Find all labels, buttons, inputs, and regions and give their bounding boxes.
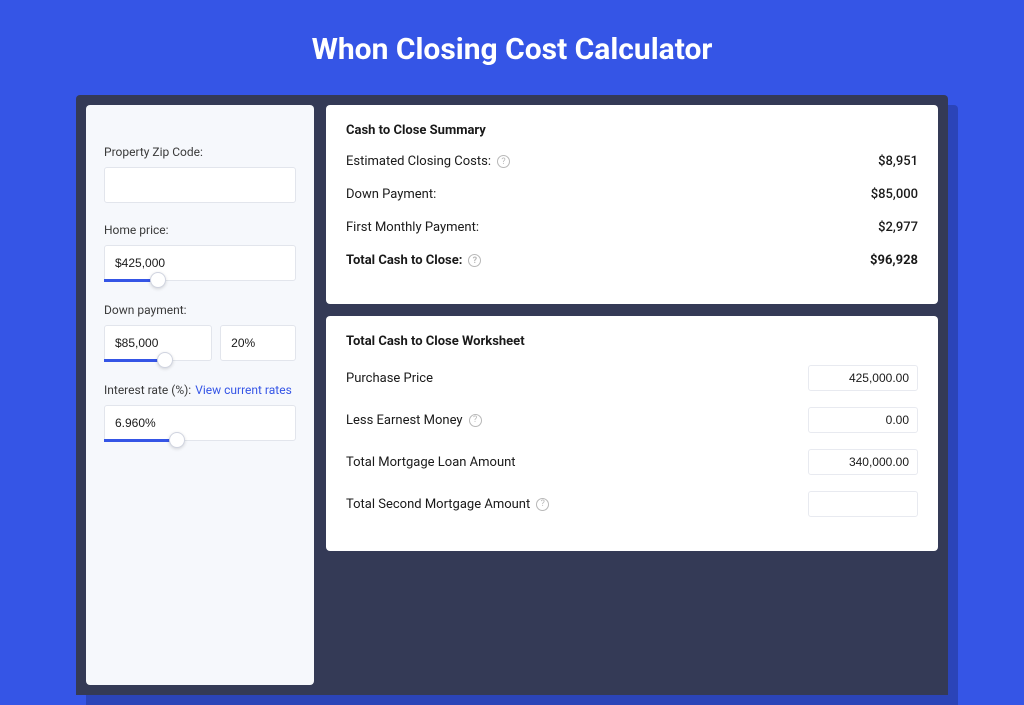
summary-rows: Estimated Closing Costs:? $8,951 Down Paym… xyxy=(346,154,918,268)
summary-label: First Monthly Payment: xyxy=(346,220,479,235)
summary-row: Down Payment: $85,000 xyxy=(346,187,918,202)
down-payment-slider-thumb[interactable] xyxy=(157,352,173,368)
worksheet-label-text: Purchase Price xyxy=(346,371,433,386)
worksheet-label-text: Less Earnest Money xyxy=(346,413,463,428)
home-price-input[interactable] xyxy=(104,245,296,281)
worksheet-value-input[interactable] xyxy=(808,449,918,475)
down-payment-field-group: Down payment: xyxy=(104,303,296,363)
help-icon[interactable]: ? xyxy=(468,254,481,267)
summary-label: Down Payment: xyxy=(346,187,436,202)
worksheet-title: Total Cash to Close Worksheet xyxy=(346,334,918,349)
calculator-card: Property Zip Code: Home price: Down paym xyxy=(76,95,948,695)
summary-label-text: Down Payment: xyxy=(346,187,436,202)
home-price-slider[interactable] xyxy=(104,279,296,283)
worksheet-value-input[interactable] xyxy=(808,491,918,517)
interest-slider[interactable] xyxy=(104,439,296,443)
home-price-label: Home price: xyxy=(104,223,296,237)
home-price-slider-thumb[interactable] xyxy=(150,272,166,288)
interest-label: Interest rate (%): xyxy=(104,383,191,397)
worksheet-value-input[interactable] xyxy=(808,407,918,433)
input-panel: Property Zip Code: Home price: Down paym xyxy=(86,105,314,685)
summary-label-text: Estimated Closing Costs: xyxy=(346,154,491,169)
home-price-slider-wrap xyxy=(104,245,296,283)
zip-label: Property Zip Code: xyxy=(104,145,296,159)
right-column: Cash to Close Summary Estimated Closing … xyxy=(326,105,938,685)
down-payment-slider[interactable] xyxy=(104,359,296,363)
help-icon[interactable]: ? xyxy=(469,414,482,427)
summary-value: $8,951 xyxy=(878,154,918,169)
worksheet-label-text: Total Mortgage Loan Amount xyxy=(346,455,516,470)
interest-slider-fill xyxy=(104,439,177,442)
card-inner: Property Zip Code: Home price: Down paym xyxy=(86,105,938,685)
down-payment-slider-fill xyxy=(104,359,165,362)
help-icon[interactable]: ? xyxy=(497,155,510,168)
summary-label-text: First Monthly Payment: xyxy=(346,220,479,235)
interest-field-group: Interest rate (%): View current rates xyxy=(104,383,296,443)
help-icon[interactable]: ? xyxy=(536,498,549,511)
down-payment-row xyxy=(104,325,296,361)
summary-row: First Monthly Payment: $2,977 xyxy=(346,220,918,235)
summary-value: $96,928 xyxy=(870,253,918,268)
home-price-field-group: Home price: xyxy=(104,223,296,283)
down-payment-percent-input[interactable] xyxy=(220,325,296,361)
summary-panel: Cash to Close Summary Estimated Closing … xyxy=(326,105,938,304)
summary-label: Estimated Closing Costs:? xyxy=(346,154,510,169)
summary-value: $2,977 xyxy=(878,220,918,235)
page-title: Whon Closing Cost Calculator xyxy=(0,0,1024,95)
worksheet-label: Total Mortgage Loan Amount xyxy=(346,455,516,470)
summary-row: Total Cash to Close:? $96,928 xyxy=(346,253,918,268)
summary-label-text: Total Cash to Close: xyxy=(346,253,462,268)
zip-input[interactable] xyxy=(104,167,296,203)
zip-field-group: Property Zip Code: xyxy=(104,145,296,203)
worksheet-row: Purchase Price xyxy=(346,365,918,391)
down-payment-label: Down payment: xyxy=(104,303,296,317)
summary-title: Cash to Close Summary xyxy=(346,123,918,138)
down-payment-slider-wrap xyxy=(104,325,296,363)
worksheet-label-text: Total Second Mortgage Amount xyxy=(346,497,530,512)
interest-label-row: Interest rate (%): View current rates xyxy=(104,383,296,397)
interest-slider-wrap xyxy=(104,405,296,443)
view-rates-link[interactable]: View current rates xyxy=(195,383,292,397)
card-container: Property Zip Code: Home price: Down paym xyxy=(76,95,948,695)
interest-input[interactable] xyxy=(104,405,296,441)
worksheet-panel: Total Cash to Close Worksheet Purchase P… xyxy=(326,316,938,551)
interest-slider-thumb[interactable] xyxy=(169,432,185,448)
worksheet-label: Purchase Price xyxy=(346,371,433,386)
worksheet-value-input[interactable] xyxy=(808,365,918,391)
summary-value: $85,000 xyxy=(871,187,918,202)
worksheet-label: Less Earnest Money? xyxy=(346,413,482,428)
worksheet-row: Total Second Mortgage Amount? xyxy=(346,491,918,517)
summary-row: Estimated Closing Costs:? $8,951 xyxy=(346,154,918,169)
worksheet-row: Total Mortgage Loan Amount xyxy=(346,449,918,475)
worksheet-row: Less Earnest Money? xyxy=(346,407,918,433)
worksheet-rows: Purchase Price Less Earnest Money? Total M… xyxy=(346,365,918,517)
summary-label: Total Cash to Close:? xyxy=(346,253,481,268)
worksheet-label: Total Second Mortgage Amount? xyxy=(346,497,549,512)
